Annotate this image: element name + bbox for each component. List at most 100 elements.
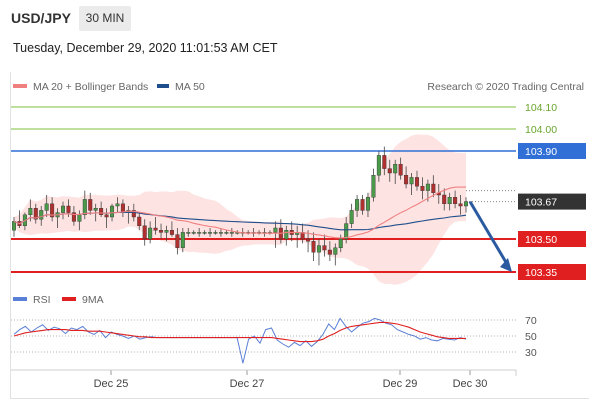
- candle-body: [273, 227, 278, 233]
- chart-header: USD/JPY 30 MIN: [0, 0, 590, 36]
- rsi-line: [13, 317, 467, 364]
- level-box-103.90: [518, 143, 586, 159]
- rsi-ma-legend-label: 9MA: [82, 294, 104, 306]
- candles: [11, 146, 469, 266]
- candle-body: [404, 174, 409, 185]
- candle-body: [186, 232, 191, 234]
- candle-body: [453, 196, 458, 204]
- x-tick-label: Dec 25: [94, 378, 129, 390]
- candle-body: [365, 196, 370, 211]
- x-tick-label: Dec 27: [230, 378, 265, 390]
- candle-body: [197, 232, 202, 234]
- candle-body: [66, 205, 71, 213]
- candle-body: [159, 229, 164, 233]
- candle-body: [61, 205, 66, 213]
- last-price-box: [518, 193, 586, 210]
- candle-body: [71, 212, 76, 222]
- candle-body: [409, 177, 414, 185]
- candle-body: [28, 207, 33, 215]
- chart-area: [10, 72, 589, 399]
- level-box-103.50: [518, 231, 586, 247]
- candle-body: [148, 227, 153, 240]
- candle-body: [50, 203, 55, 218]
- candle-body: [229, 232, 234, 234]
- x-tick-label: Dec 30: [453, 378, 488, 390]
- candle-body: [322, 245, 327, 251]
- x-tick-label: Dec 29: [383, 378, 418, 390]
- projection-arrow: [468, 200, 512, 272]
- level-label-103.50: 103.50: [525, 234, 557, 246]
- candle-body: [425, 183, 430, 191]
- candle-body: [464, 201, 469, 207]
- candle-body: [327, 249, 332, 255]
- ma50-legend-swatch: [157, 84, 169, 88]
- rsi-level-label-30: 30: [525, 347, 537, 359]
- candle-body: [77, 214, 82, 222]
- level-label-103.90: 103.90: [525, 146, 557, 158]
- candle-body: [355, 199, 360, 211]
- rsi-ma-line: [13, 321, 466, 343]
- level-label-104.10: 104.10: [525, 102, 557, 114]
- level-labels: 104.10 104.00 103.90 103.67 103.50 103.35: [518, 102, 586, 280]
- level-label-104.00: 104.00: [525, 124, 557, 136]
- candle-body: [349, 210, 354, 224]
- candle-body: [387, 168, 392, 174]
- timestamp: Tuesday, December 29, 2020 11:01:53 AM C…: [13, 41, 278, 55]
- candle-body: [99, 207, 104, 215]
- candle-body: [11, 221, 16, 231]
- candle-body: [202, 232, 207, 234]
- candle-body: [316, 245, 321, 253]
- candle-body: [44, 203, 49, 211]
- candle-body: [191, 232, 196, 234]
- candle-body: [333, 247, 338, 255]
- candle-body: [131, 210, 136, 218]
- candle-body: [431, 183, 436, 194]
- rsi-level-label-70: 70: [525, 315, 537, 327]
- candle-body: [382, 155, 387, 169]
- bollinger-band-area: [14, 134, 466, 285]
- candle-body: [115, 203, 120, 207]
- candle-body: [376, 155, 381, 176]
- moving-averages: [13, 186, 467, 239]
- projection-arrow-shaft: [468, 200, 509, 265]
- ma20-legend-label: MA 20 + Bollinger Bands: [33, 81, 148, 93]
- timeframe-button[interactable]: 30 MIN: [79, 6, 131, 31]
- price-levels: [11, 106, 516, 273]
- candle-body: [164, 229, 169, 233]
- candle-body: [137, 216, 142, 227]
- candle-body: [311, 240, 316, 253]
- last-price-label: 103.67: [525, 197, 557, 209]
- credit-label: Research © 2020 Trading Central: [427, 81, 584, 93]
- x-axis: Dec 25 Dec 27 Dec 29 Dec 30: [11, 369, 517, 390]
- candle-body: [420, 185, 425, 191]
- candle-body: [33, 207, 38, 220]
- candle-body: [169, 229, 174, 235]
- ma20-line: [13, 186, 467, 239]
- candle-body: [442, 194, 447, 205]
- candle-body: [153, 227, 158, 231]
- candle-body: [218, 232, 223, 234]
- candle-body: [393, 163, 398, 174]
- candle-body: [104, 214, 109, 218]
- symbol-label: USD/JPY: [11, 10, 71, 26]
- ma20-legend-swatch: [13, 84, 27, 88]
- candle-body: [208, 232, 213, 234]
- bollinger-bands: [14, 134, 466, 285]
- candle-body: [93, 207, 98, 211]
- rsi-level-label-50: 50: [525, 331, 537, 343]
- candle-body: [338, 238, 343, 249]
- rsi-legend-label: RSI: [33, 294, 51, 306]
- candle-body: [110, 205, 115, 218]
- candle-body: [88, 199, 93, 211]
- candle-body: [224, 232, 229, 234]
- candle-body: [142, 225, 147, 240]
- rsi-legend-swatch: [13, 297, 27, 301]
- candle-body: [371, 174, 376, 198]
- candle-body: [414, 177, 419, 187]
- candle-body: [306, 238, 311, 242]
- candle-body: [458, 203, 463, 207]
- rsi-ma-legend-swatch: [62, 297, 76, 301]
- candle-body: [447, 196, 452, 204]
- projection-arrow-head: [500, 258, 512, 272]
